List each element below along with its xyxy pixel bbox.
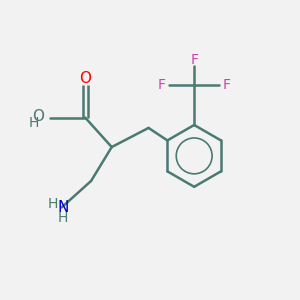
Text: F: F bbox=[190, 52, 198, 67]
Text: H: H bbox=[28, 116, 39, 130]
Text: F: F bbox=[223, 78, 231, 92]
Text: F: F bbox=[158, 78, 166, 92]
Text: N: N bbox=[58, 200, 69, 215]
Text: H: H bbox=[48, 197, 58, 212]
Text: O: O bbox=[79, 71, 91, 86]
Text: O: O bbox=[33, 109, 45, 124]
Text: H: H bbox=[58, 211, 68, 225]
